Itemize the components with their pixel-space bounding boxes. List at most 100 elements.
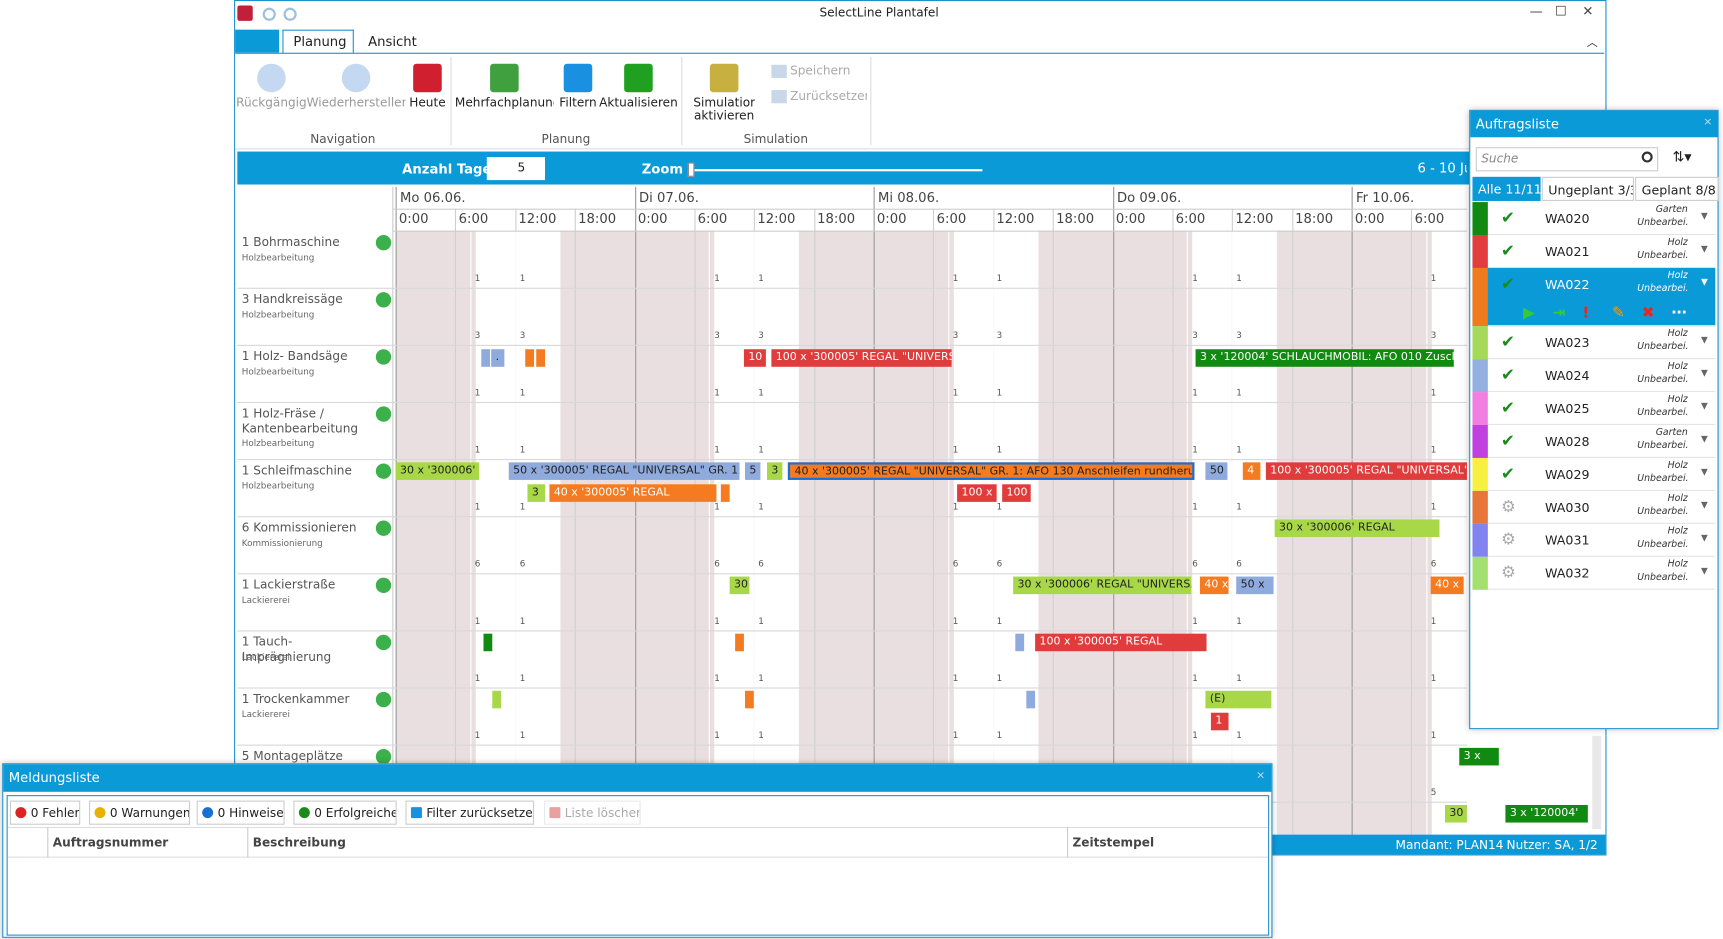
- ribbon-button[interactable]: Aktualisieren: [599, 96, 678, 110]
- ribbon-button[interactable]: Filtern: [559, 96, 597, 110]
- panel-close[interactable]: ×: [1255, 769, 1266, 782]
- row-action[interactable]: ▶: [1523, 304, 1535, 322]
- filter-button[interactable]: Filter zurücksetzen: [405, 800, 535, 825]
- ribbon-tab[interactable]: Ansicht: [368, 34, 417, 50]
- filter-button[interactable]: 0 Fehler: [9, 800, 81, 825]
- row-action[interactable]: ✖: [1641, 304, 1655, 322]
- minimize-button[interactable]: —: [1529, 3, 1543, 19]
- plan-bar[interactable]: 40 x '300005' REGAL "UNIVERSAL" GR. 1: A…: [787, 462, 1195, 480]
- plan-bar[interactable]: 40 x '300005' REGAL: [549, 484, 717, 502]
- column-header[interactable]: Beschreibung: [252, 835, 346, 851]
- plan-bar[interactable]: [536, 349, 546, 367]
- plan-bar[interactable]: 50: [1205, 462, 1228, 480]
- row-action[interactable]: ✎: [1612, 304, 1625, 322]
- row-expand[interactable]: ▼: [1701, 367, 1708, 378]
- row-action[interactable]: !: [1582, 304, 1590, 322]
- plan-bar[interactable]: [492, 690, 502, 709]
- row-expand[interactable]: ▼: [1701, 276, 1708, 287]
- plan-bar[interactable]: [720, 484, 730, 502]
- plan-bar[interactable]: 30 x '300006' REGAL: [1274, 519, 1440, 538]
- row-expand[interactable]: ▼: [1701, 210, 1708, 221]
- plan-bar[interactable]: 100 x '300005' REGAL "UNIVERSAL": [771, 349, 952, 367]
- filter-button[interactable]: 0 Erfolgreiche: [293, 800, 397, 825]
- plan-bar[interactable]: .: [491, 349, 505, 367]
- sort-button[interactable]: ⇅▾: [1672, 149, 1692, 166]
- row-expand[interactable]: ▼: [1701, 565, 1708, 576]
- plan-bar[interactable]: [525, 349, 535, 367]
- plan-bar[interactable]: 30 x '300006': [395, 462, 480, 480]
- filter-button[interactable]: 0 Hinweise: [196, 800, 285, 825]
- plan-bar[interactable]: 30: [1444, 804, 1467, 823]
- ribbon-button[interactable]: Heute: [409, 96, 446, 110]
- plan-bar[interactable]: [481, 349, 491, 367]
- filter-button[interactable]: 0 Warnungen: [89, 800, 191, 825]
- plan-bar[interactable]: [483, 633, 493, 652]
- plan-bar[interactable]: 10: [743, 349, 766, 367]
- app-icon[interactable]: [237, 5, 253, 21]
- row-expand[interactable]: ▼: [1701, 499, 1708, 510]
- plan-bar[interactable]: [1015, 633, 1025, 652]
- column-header[interactable]: Auftragsnummer: [52, 835, 169, 851]
- plan-bar[interactable]: 50 x: [1236, 576, 1274, 595]
- undo-quick[interactable]: [262, 7, 276, 21]
- plan-bar[interactable]: (E): [1205, 690, 1272, 709]
- plan-bar[interactable]: [1026, 690, 1036, 709]
- row-expand[interactable]: ▼: [1701, 334, 1708, 345]
- plan-bar[interactable]: 3 x '120004' SCHLAUCHMOBIL: AFO 010 Zusc…: [1195, 349, 1454, 367]
- plan-bar[interactable]: 5: [745, 462, 761, 480]
- order-row[interactable]: ⚙ WA032 Holz Unbearbei... ▼: [1472, 556, 1716, 590]
- ribbon-collapse[interactable]: ︿: [1586, 37, 1598, 50]
- plan-bar[interactable]: 100 x '300005' REGAL: [1035, 633, 1207, 652]
- maximize-button[interactable]: ☐: [1554, 3, 1567, 19]
- row-expand[interactable]: ▼: [1701, 433, 1708, 444]
- plan-bar[interactable]: 3: [766, 462, 783, 480]
- ribbon-button[interactable]: Speichern: [790, 63, 851, 78]
- column-header[interactable]: Zeitstempel: [1072, 835, 1155, 851]
- ribbon-button[interactable]: Zurücksetzen: [790, 88, 867, 104]
- file-menu[interactable]: [235, 29, 280, 53]
- row-action[interactable]: ⇥: [1552, 304, 1566, 322]
- redo-quick[interactable]: [283, 7, 297, 21]
- days-input[interactable]: 5: [486, 157, 546, 181]
- row-expand[interactable]: ▼: [1701, 466, 1708, 477]
- row-expand[interactable]: ▼: [1701, 243, 1708, 254]
- ribbon-button[interactable]: Mehrfachplanung: [454, 96, 554, 110]
- row-action[interactable]: ⋯: [1671, 304, 1687, 322]
- plan-bar[interactable]: 30 x '300006' REGAL "UNIVERSAL": [1013, 576, 1192, 595]
- plan-bar[interactable]: 3: [527, 484, 546, 502]
- plan-bar[interactable]: 100: [1002, 484, 1031, 502]
- plan-bar[interactable]: 100 x '300005' REGAL "UNIVERSAL" GR.: [1265, 462, 1467, 480]
- ribbon-button[interactable]: Wiederherstellen: [306, 96, 406, 110]
- plan-bar[interactable]: 30: [729, 576, 750, 595]
- plan-bar[interactable]: 4: [1242, 462, 1261, 480]
- plan-bar[interactable]: 40 x: [1199, 576, 1229, 595]
- order-tab[interactable]: Geplant 8/8: [1635, 176, 1719, 201]
- plan-bar[interactable]: 1: [1210, 712, 1229, 731]
- order-tab[interactable]: Alle 11/11: [1472, 176, 1541, 201]
- zoom-thumb[interactable]: [687, 162, 695, 177]
- ribbon-button[interactable]: Simulation aktivieren: [693, 96, 755, 123]
- panel-close[interactable]: ×: [1703, 116, 1713, 129]
- row-expand[interactable]: ▼: [1701, 532, 1708, 543]
- plan-bar[interactable]: 3 x: [1459, 747, 1499, 766]
- plan-bar[interactable]: 100 x: [957, 484, 997, 502]
- plan-bar[interactable]: 40 x: [1430, 576, 1464, 595]
- ribbon-tab[interactable]: Planung: [282, 29, 354, 54]
- close-button[interactable]: ✕: [1582, 3, 1594, 19]
- plan-bar[interactable]: [735, 633, 744, 652]
- search-box[interactable]: Suche: [1475, 147, 1659, 172]
- plan-bar[interactable]: 3 x '120004': [1505, 804, 1588, 823]
- order-tab[interactable]: Ungeplant 3/3: [1541, 176, 1634, 201]
- row-expand[interactable]: ▼: [1701, 400, 1708, 411]
- filter-button[interactable]: Liste löschen: [543, 800, 641, 825]
